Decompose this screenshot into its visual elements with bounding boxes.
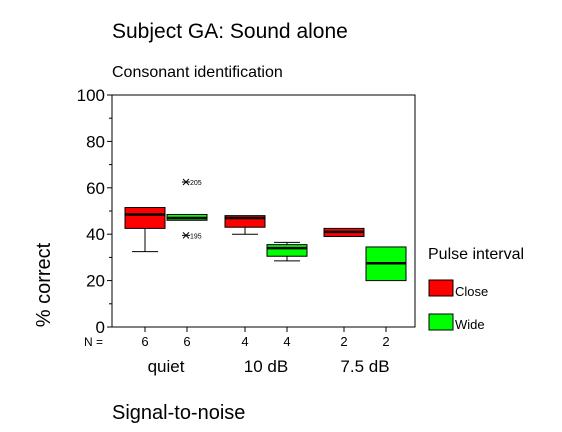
- outlier-label: 195: [190, 233, 202, 240]
- box-body: [224, 215, 266, 228]
- box-body: [124, 207, 166, 229]
- box-wide-0: 205 195: [166, 178, 208, 240]
- x-category-labels: quiet 10 dB 7.5 dB: [148, 357, 390, 376]
- n-value: 4: [283, 334, 290, 349]
- y-tick-label: 100: [77, 86, 105, 105]
- x-category-label: quiet: [148, 357, 185, 376]
- n-value: 4: [241, 334, 248, 349]
- n-values: 6 6 4 4 2 2: [141, 334, 389, 349]
- y-tick-label: 0: [96, 318, 105, 337]
- n-value: 6: [183, 334, 190, 349]
- y-tick-label: 60: [86, 179, 105, 198]
- boxes: 205 195: [124, 178, 407, 282]
- x-category-label: 7.5 dB: [340, 357, 389, 376]
- legend-swatch-close: [428, 279, 454, 297]
- chart-subtitle: Consonant identification: [112, 64, 283, 81]
- n-label: N =: [84, 335, 103, 349]
- n-value: 2: [340, 334, 347, 349]
- box-wide-1: [266, 241, 308, 262]
- box-close-1: [224, 215, 266, 235]
- y-tick-label: 80: [86, 132, 105, 151]
- box-wide-2: [365, 246, 407, 282]
- x-axis-label: Signal-to-noise: [112, 402, 245, 424]
- legend-title: Pulse interval: [428, 246, 524, 263]
- legend-label-close: Close: [455, 284, 488, 299]
- y-tick-label: 20: [86, 272, 105, 291]
- y-tick-label: 40: [86, 225, 105, 244]
- box-close-0: [124, 207, 166, 253]
- box-body: [266, 244, 308, 257]
- outlier-label: 205: [190, 180, 202, 187]
- legend-label-wide: Wide: [455, 317, 485, 332]
- y-axis-label: % correct: [33, 242, 55, 327]
- chart-title: Subject GA: Sound alone: [112, 20, 348, 43]
- box-close-2: [323, 227, 365, 238]
- axes: 0 20 40 60 80 100: [77, 86, 416, 337]
- n-value: 6: [141, 334, 148, 349]
- legend: Pulse interval Close Wide: [428, 246, 524, 332]
- n-value: 2: [382, 334, 389, 349]
- legend-swatch-wide: [428, 313, 454, 331]
- x-category-label: 10 dB: [244, 357, 288, 376]
